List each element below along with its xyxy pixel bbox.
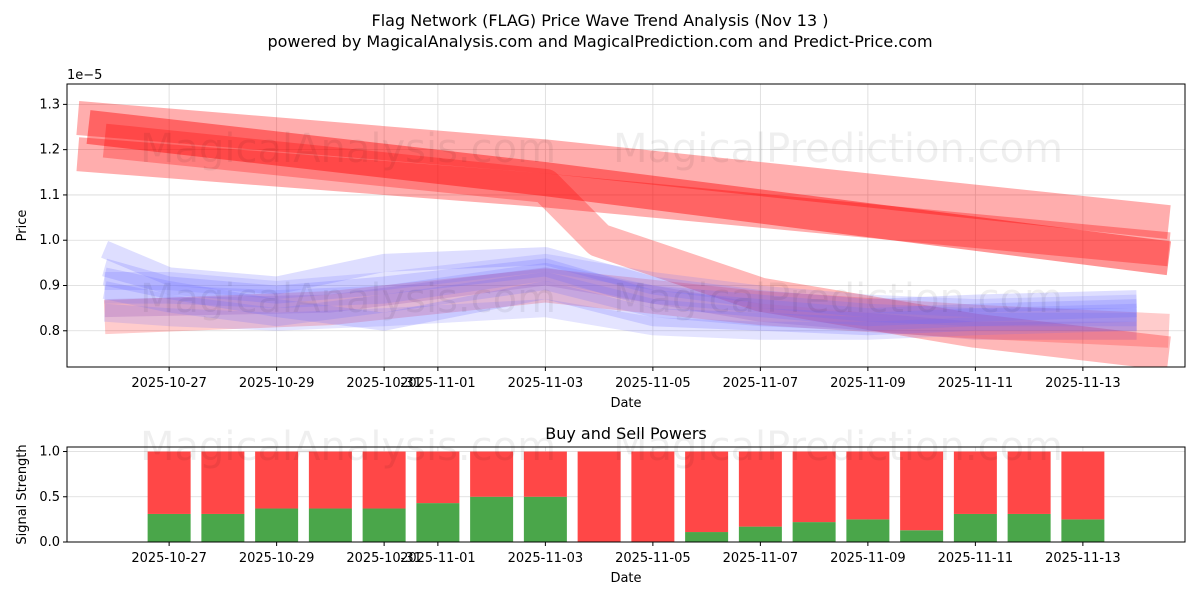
price-x-tick-label: 2025-11-13 [1045,376,1121,391]
signal-x-axis-label: Date [610,571,641,586]
red-wave-3 [76,137,1171,267]
price-x-tick-label: 2025-10-31 [346,376,422,391]
buy-bar [685,532,729,542]
blue-wave-2 [102,258,1137,327]
signal-axes-frame [66,446,1186,543]
buy-bar [147,513,191,542]
buy-bar [900,530,944,542]
sell-bar [470,451,514,497]
price-x-tick-label: 2025-11-01 [400,376,476,391]
blue-wave-5 [104,262,1137,327]
signal-x-tick-label: 2025-11-11 [938,551,1014,566]
sell-bar [792,451,836,523]
red-wave-2 [86,110,1172,276]
sell-bar [953,451,997,514]
buy-bar [308,508,352,542]
price-x-tick-label: 2025-10-27 [131,376,207,391]
sell-bar [738,451,782,527]
price-y-tick-label: 1.2 [39,143,60,158]
sell-bar [1007,451,1051,514]
price-y-tick-label: 1.3 [39,97,60,112]
signal-x-tick-label: 2025-11-09 [830,551,906,566]
buy-bar [416,503,460,542]
price-bands [76,101,1172,367]
price-x-tick-label: 2025-11-07 [723,376,799,391]
buy-bar [201,513,245,542]
signal-x-tick-label: 2025-11-03 [508,551,584,566]
buy-bar [1061,519,1105,542]
sell-bar [308,451,352,509]
red-wave-1 [76,101,1171,240]
signal-y-axis-label: Signal Strength [15,444,30,544]
signal-x-tick-label: 2025-10-29 [239,551,315,566]
sell-bar [523,451,567,497]
price-y-axis-label: Price [15,210,30,242]
blue-wave-4 [102,272,1137,331]
watermark-analysis: MagicalAnalysis.com [140,276,556,322]
sell-bar [685,451,729,533]
signal-y-tick-label: 1.0 [39,445,60,460]
sell-bar [362,451,406,509]
price-x-tick-label: 2025-11-05 [615,376,691,391]
price-y-tick-label: 0.8 [39,324,60,339]
signal-y-tick-label: 0.5 [39,490,60,505]
signal-y-tick-label: 0.0 [39,535,60,550]
sell-bar [416,451,460,504]
signal-x-tick-label: 2025-10-31 [346,551,422,566]
blue-wave-7 [103,299,1137,340]
blue-wave-6 [104,253,1137,318]
buy-bar [738,526,782,542]
signal-x-tick-label: 2025-11-05 [615,551,691,566]
signal-x-tick-label: 2025-11-13 [1045,551,1121,566]
sell-bar [147,451,191,514]
red-wave-4 [102,123,1171,367]
sell-bar [577,451,621,542]
price-x-tick-label: 2025-11-03 [508,376,584,391]
chart-subtitle: powered by MagicalAnalysis.com and Magic… [267,32,932,51]
signal-chart-title: Buy and Sell Powers [545,424,707,443]
watermark-prediction: MagicalPrediction.com [613,276,1063,322]
price-y-multiplier: 1e−5 [67,68,102,83]
buy-bar [953,513,997,542]
sell-bar [255,451,299,509]
watermark-analysis: MagicalAnalysis.com [140,126,556,172]
chart-title: Flag Network (FLAG) Price Wave Trend Ana… [372,11,829,30]
price-axes-frame [66,83,1186,368]
price-y-tick-label: 0.9 [39,278,60,293]
blue-wave-3 [102,267,1137,336]
buy-bar [523,496,567,542]
sell-bar [846,451,890,520]
buy-bar [255,508,299,542]
buy-bar [792,522,836,542]
signal-x-tick-label: 2025-10-27 [131,551,207,566]
sell-bar [631,451,675,542]
purple-wave-1 [104,267,1137,340]
buy-bar [470,496,514,542]
buy-bar [362,508,406,542]
signal-x-tick-label: 2025-11-07 [723,551,799,566]
watermark-prediction: MagicalPrediction.com [613,126,1063,172]
price-x-tick-label: 2025-10-29 [239,376,315,391]
red-wave-5 [103,268,1170,348]
price-x-tick-label: 2025-11-11 [938,376,1014,391]
sell-bar [900,451,944,531]
blue-wave-1 [101,241,1137,318]
price-x-tick-label: 2025-11-09 [830,376,906,391]
sell-bar [1061,451,1105,520]
sell-bar [201,451,245,514]
signal-x-tick-label: 2025-11-01 [400,551,476,566]
price-x-axis-label: Date [610,396,641,411]
price-y-tick-label: 1.1 [39,188,60,203]
price-y-tick-label: 1.0 [39,233,60,248]
buy-bar [1007,513,1051,542]
buy-bar [846,519,890,542]
